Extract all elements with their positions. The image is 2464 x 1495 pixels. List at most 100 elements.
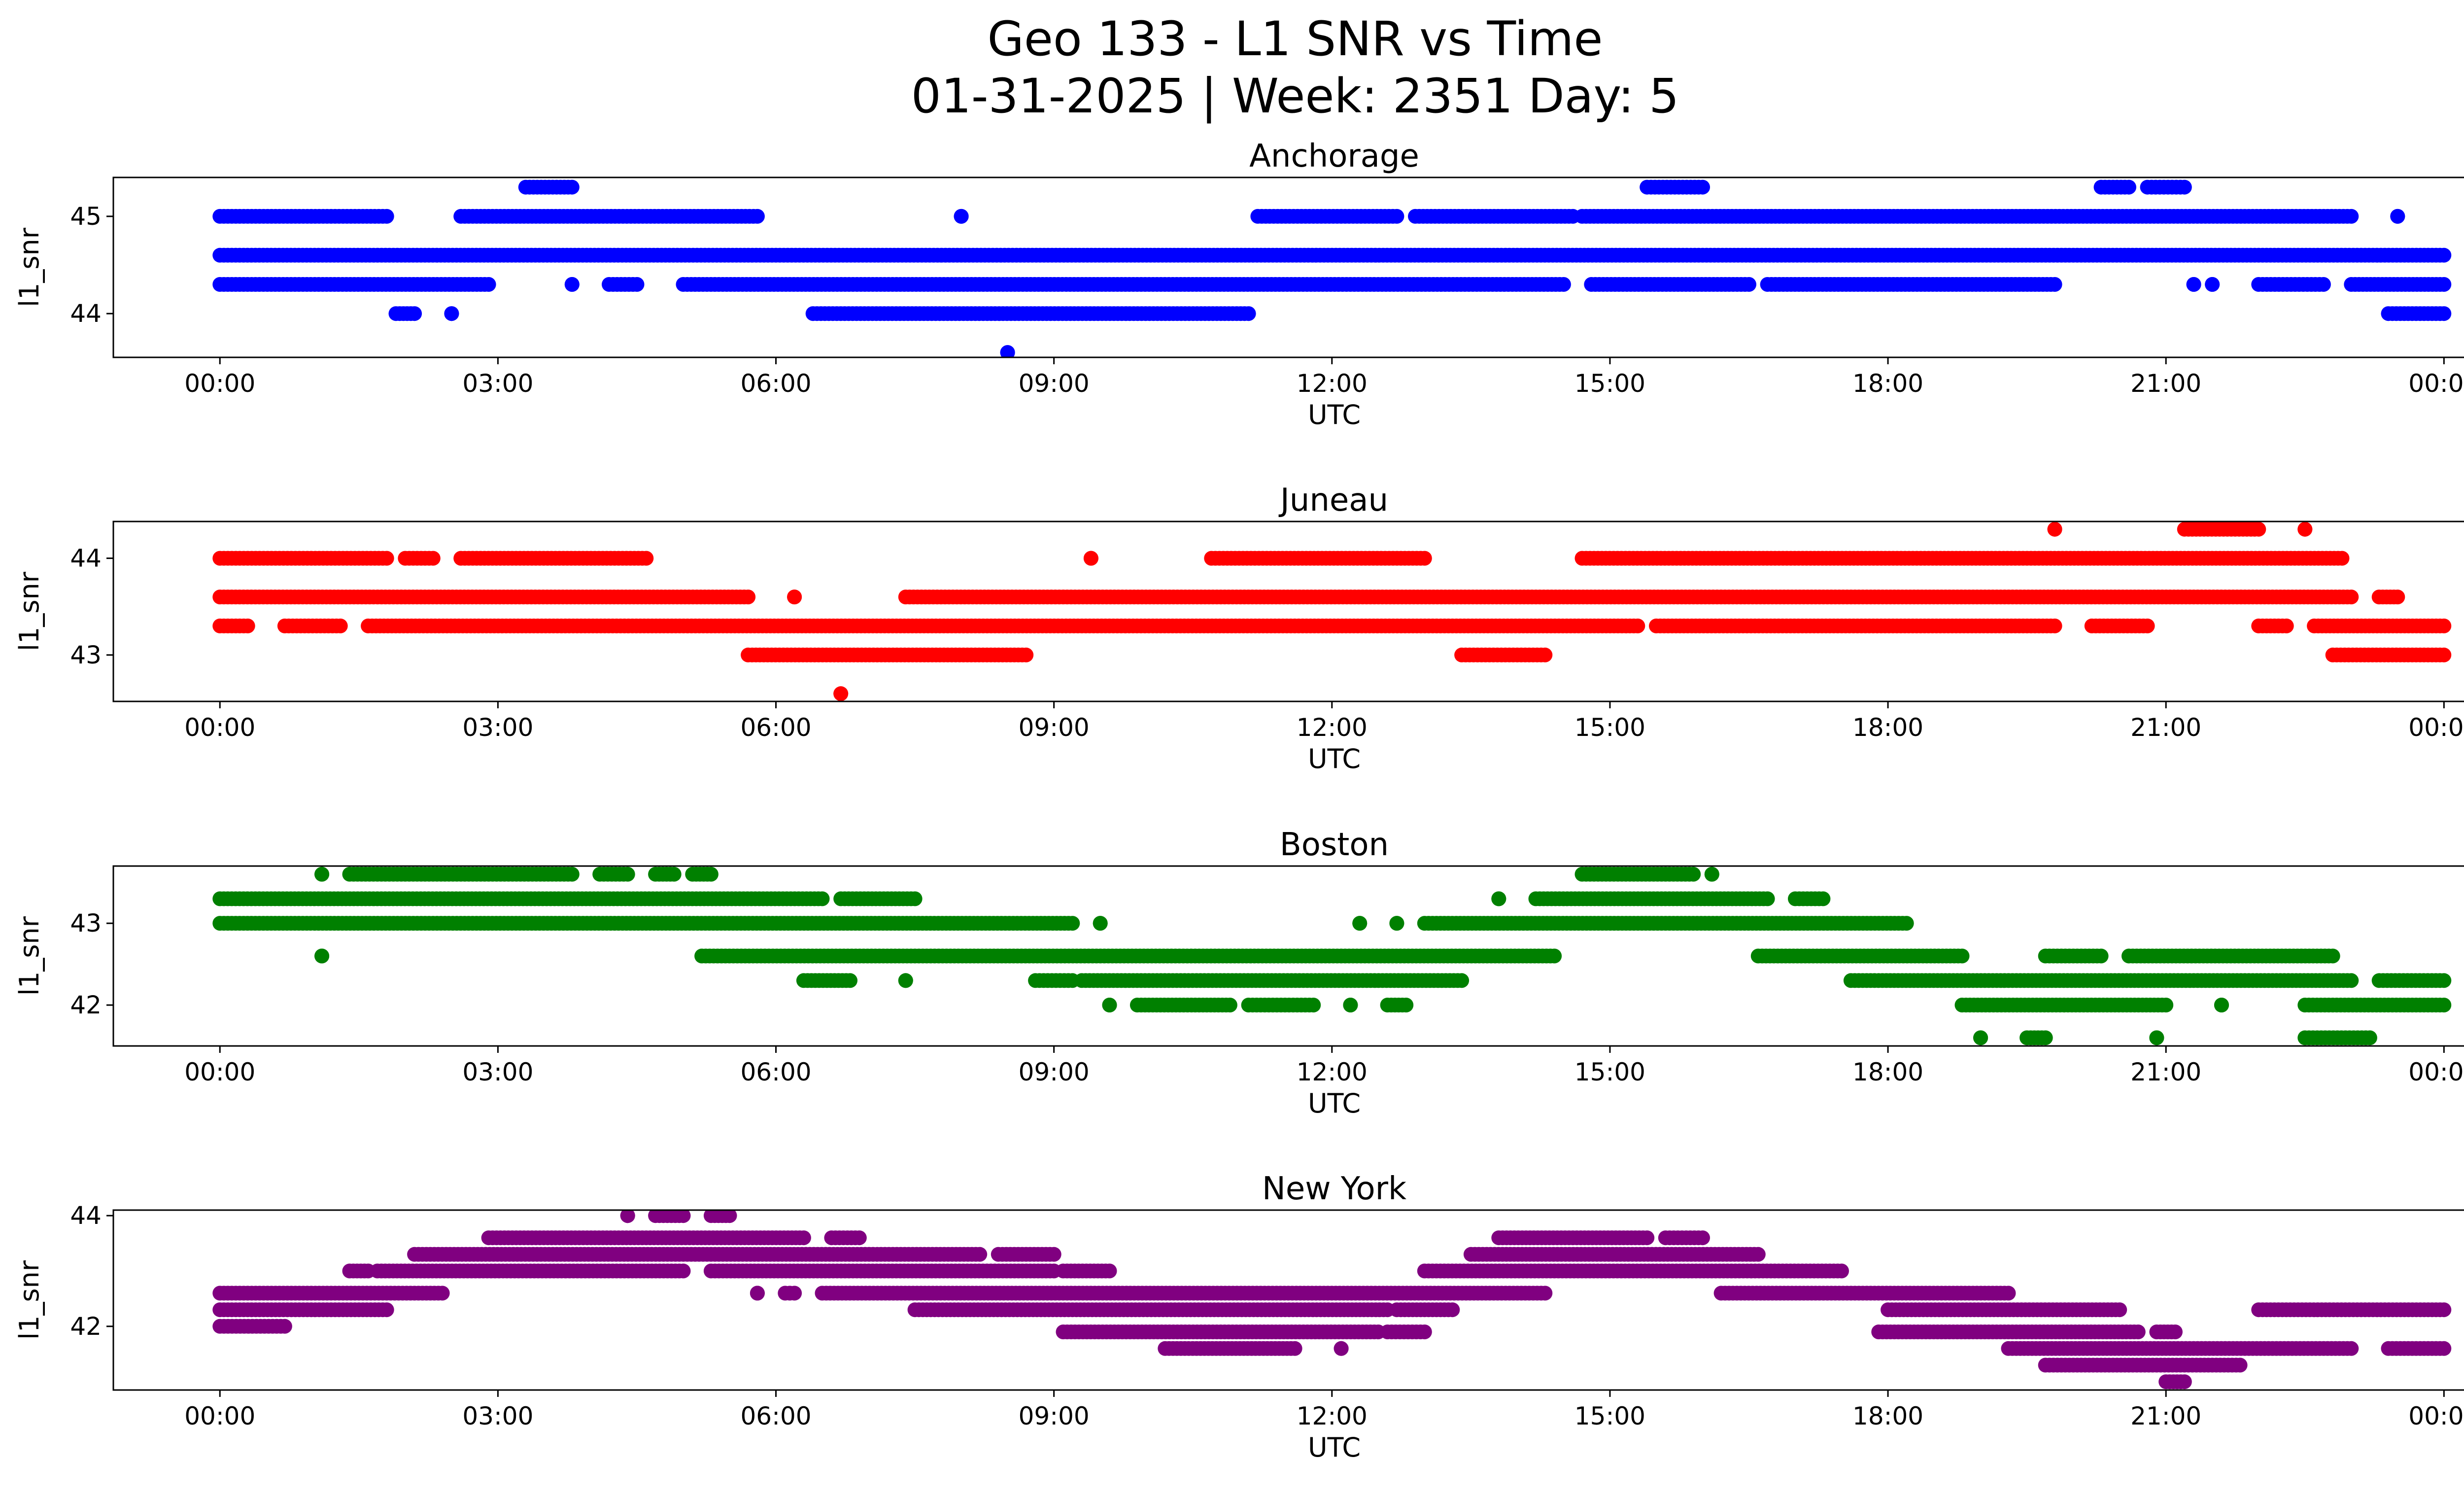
anchorage-point xyxy=(1241,306,1256,321)
juneau-y-tick-label: 44 xyxy=(70,544,102,573)
juneau-point xyxy=(2436,647,2452,662)
boston-point xyxy=(703,867,719,882)
anchorage-point xyxy=(2186,277,2201,292)
juneau-x-tick-label: 09:00 xyxy=(1019,713,1090,742)
boston-point xyxy=(1547,948,1562,964)
juneau-point xyxy=(379,551,394,566)
juneau-x-tick-label: 06:00 xyxy=(740,713,811,742)
anchorage-point xyxy=(481,277,496,292)
figure-title-line1: Geo 133 - L1 SNR vs Time xyxy=(988,11,1603,67)
anchorage-x-tick-label: 06:00 xyxy=(740,369,811,398)
juneau-x-tick-label: 00:00 xyxy=(184,713,255,742)
boston-point xyxy=(1093,916,1108,931)
anchorage-x-tick-label: 18:00 xyxy=(1852,369,1923,398)
anchorage-point xyxy=(1556,277,1571,292)
anchorage-point xyxy=(1389,209,1404,224)
boston-point xyxy=(314,948,330,964)
boston-x-tick-label: 12:00 xyxy=(1297,1058,1368,1086)
juneau-y-axis-label: l1_snr xyxy=(14,571,45,651)
boston-point xyxy=(1491,891,1506,906)
boston-point xyxy=(1389,916,1404,931)
juneau-point xyxy=(2334,551,2350,566)
boston-y-tick-label: 42 xyxy=(70,991,102,1019)
juneau-x-tick-label: 18:00 xyxy=(1852,713,1923,742)
juneau-point xyxy=(2344,590,2359,605)
boston-axes-frame xyxy=(112,865,2464,1047)
anchorage-point xyxy=(2436,277,2452,292)
anchorage-point xyxy=(444,306,459,321)
juneau-point xyxy=(2047,618,2062,633)
boston-point xyxy=(1954,948,1970,964)
boston-point xyxy=(1343,998,1358,1012)
juneau-point xyxy=(2140,618,2155,633)
boston-point xyxy=(1899,916,1914,931)
anchorage-y-tick-label: 45 xyxy=(70,202,102,231)
boston-point xyxy=(907,891,923,906)
boston-point xyxy=(1454,973,1470,988)
juneau-x-tick-label: 12:00 xyxy=(1297,713,1368,742)
anchorage-point xyxy=(1000,345,1015,357)
anchorage-point xyxy=(2436,306,2452,321)
juneau-point xyxy=(2047,522,2062,537)
boston-point xyxy=(815,891,830,906)
boston-point xyxy=(898,973,913,988)
juneau-point xyxy=(2279,618,2294,633)
boston-point xyxy=(2436,998,2452,1012)
boston-point xyxy=(2158,998,2174,1012)
juneau-axes-frame xyxy=(112,521,2464,702)
anchorage-panel-title: Anchorage xyxy=(1249,138,1419,174)
boston-point xyxy=(1352,916,1368,931)
boston-x-tick-label: 00:00 xyxy=(184,1058,255,1086)
juneau-point xyxy=(833,686,849,701)
boston-x-tick-label: 15:00 xyxy=(1574,1058,1645,1086)
boston-point xyxy=(2362,1030,2377,1045)
anchorage-x-tick-label: 09:00 xyxy=(1019,369,1090,398)
juneau-x-tick-label: 00:00 xyxy=(2408,713,2464,742)
boston-x-axis-label: UTC xyxy=(1308,1088,1361,1119)
anchorage-point xyxy=(629,277,645,292)
juneau-point xyxy=(787,590,802,605)
boston-point xyxy=(1102,998,1117,1012)
boston-point xyxy=(666,867,682,882)
anchorage-x-tick-label: 00:00 xyxy=(184,369,255,398)
juneau-x-axis-label: UTC xyxy=(1308,743,1361,774)
anchorage-x-tick-label: 03:00 xyxy=(462,369,533,398)
boston-point xyxy=(620,867,635,882)
boston-point xyxy=(2214,998,2229,1012)
anchorage-point xyxy=(379,209,394,224)
anchorage-points xyxy=(212,179,2452,357)
anchorage-point xyxy=(407,306,422,321)
boston-x-tick-label: 03:00 xyxy=(462,1058,533,1086)
anchorage-point xyxy=(564,179,580,195)
juneau-point xyxy=(240,618,255,633)
boston-point xyxy=(1222,998,1237,1012)
anchorage-point xyxy=(2205,277,2220,292)
new-york-points xyxy=(212,1210,2452,1390)
new-york-point xyxy=(379,1302,394,1318)
anchorage-point xyxy=(2390,209,2405,224)
juneau-point xyxy=(1083,551,1098,566)
anchorage-y-tick-label: 44 xyxy=(70,299,102,328)
boston-point xyxy=(1306,998,1321,1012)
boston-point xyxy=(1065,916,1080,931)
boston-point xyxy=(1973,1030,1988,1045)
boston-y-axis-label: l1_snr xyxy=(14,916,45,996)
boston-point xyxy=(1760,891,1775,906)
boston-point xyxy=(314,867,330,882)
boston-point xyxy=(2325,948,2340,964)
juneau-point xyxy=(425,551,441,566)
anchorage-point xyxy=(2122,179,2136,195)
boston-point xyxy=(2093,948,2109,964)
anchorage-point xyxy=(954,209,969,224)
boston-point xyxy=(1704,867,1719,882)
juneau-x-tick-label: 15:00 xyxy=(1574,713,1645,742)
juneau-point xyxy=(1417,551,1432,566)
juneau-point xyxy=(2436,618,2452,633)
anchorage-x-tick-label: 00:00 xyxy=(2408,369,2464,398)
anchorage-point xyxy=(2047,277,2062,292)
boston-panel-title: Boston xyxy=(1280,827,1389,863)
anchorage-axes-frame xyxy=(112,176,2464,358)
juneau-x-tick-label: 03:00 xyxy=(462,713,533,742)
